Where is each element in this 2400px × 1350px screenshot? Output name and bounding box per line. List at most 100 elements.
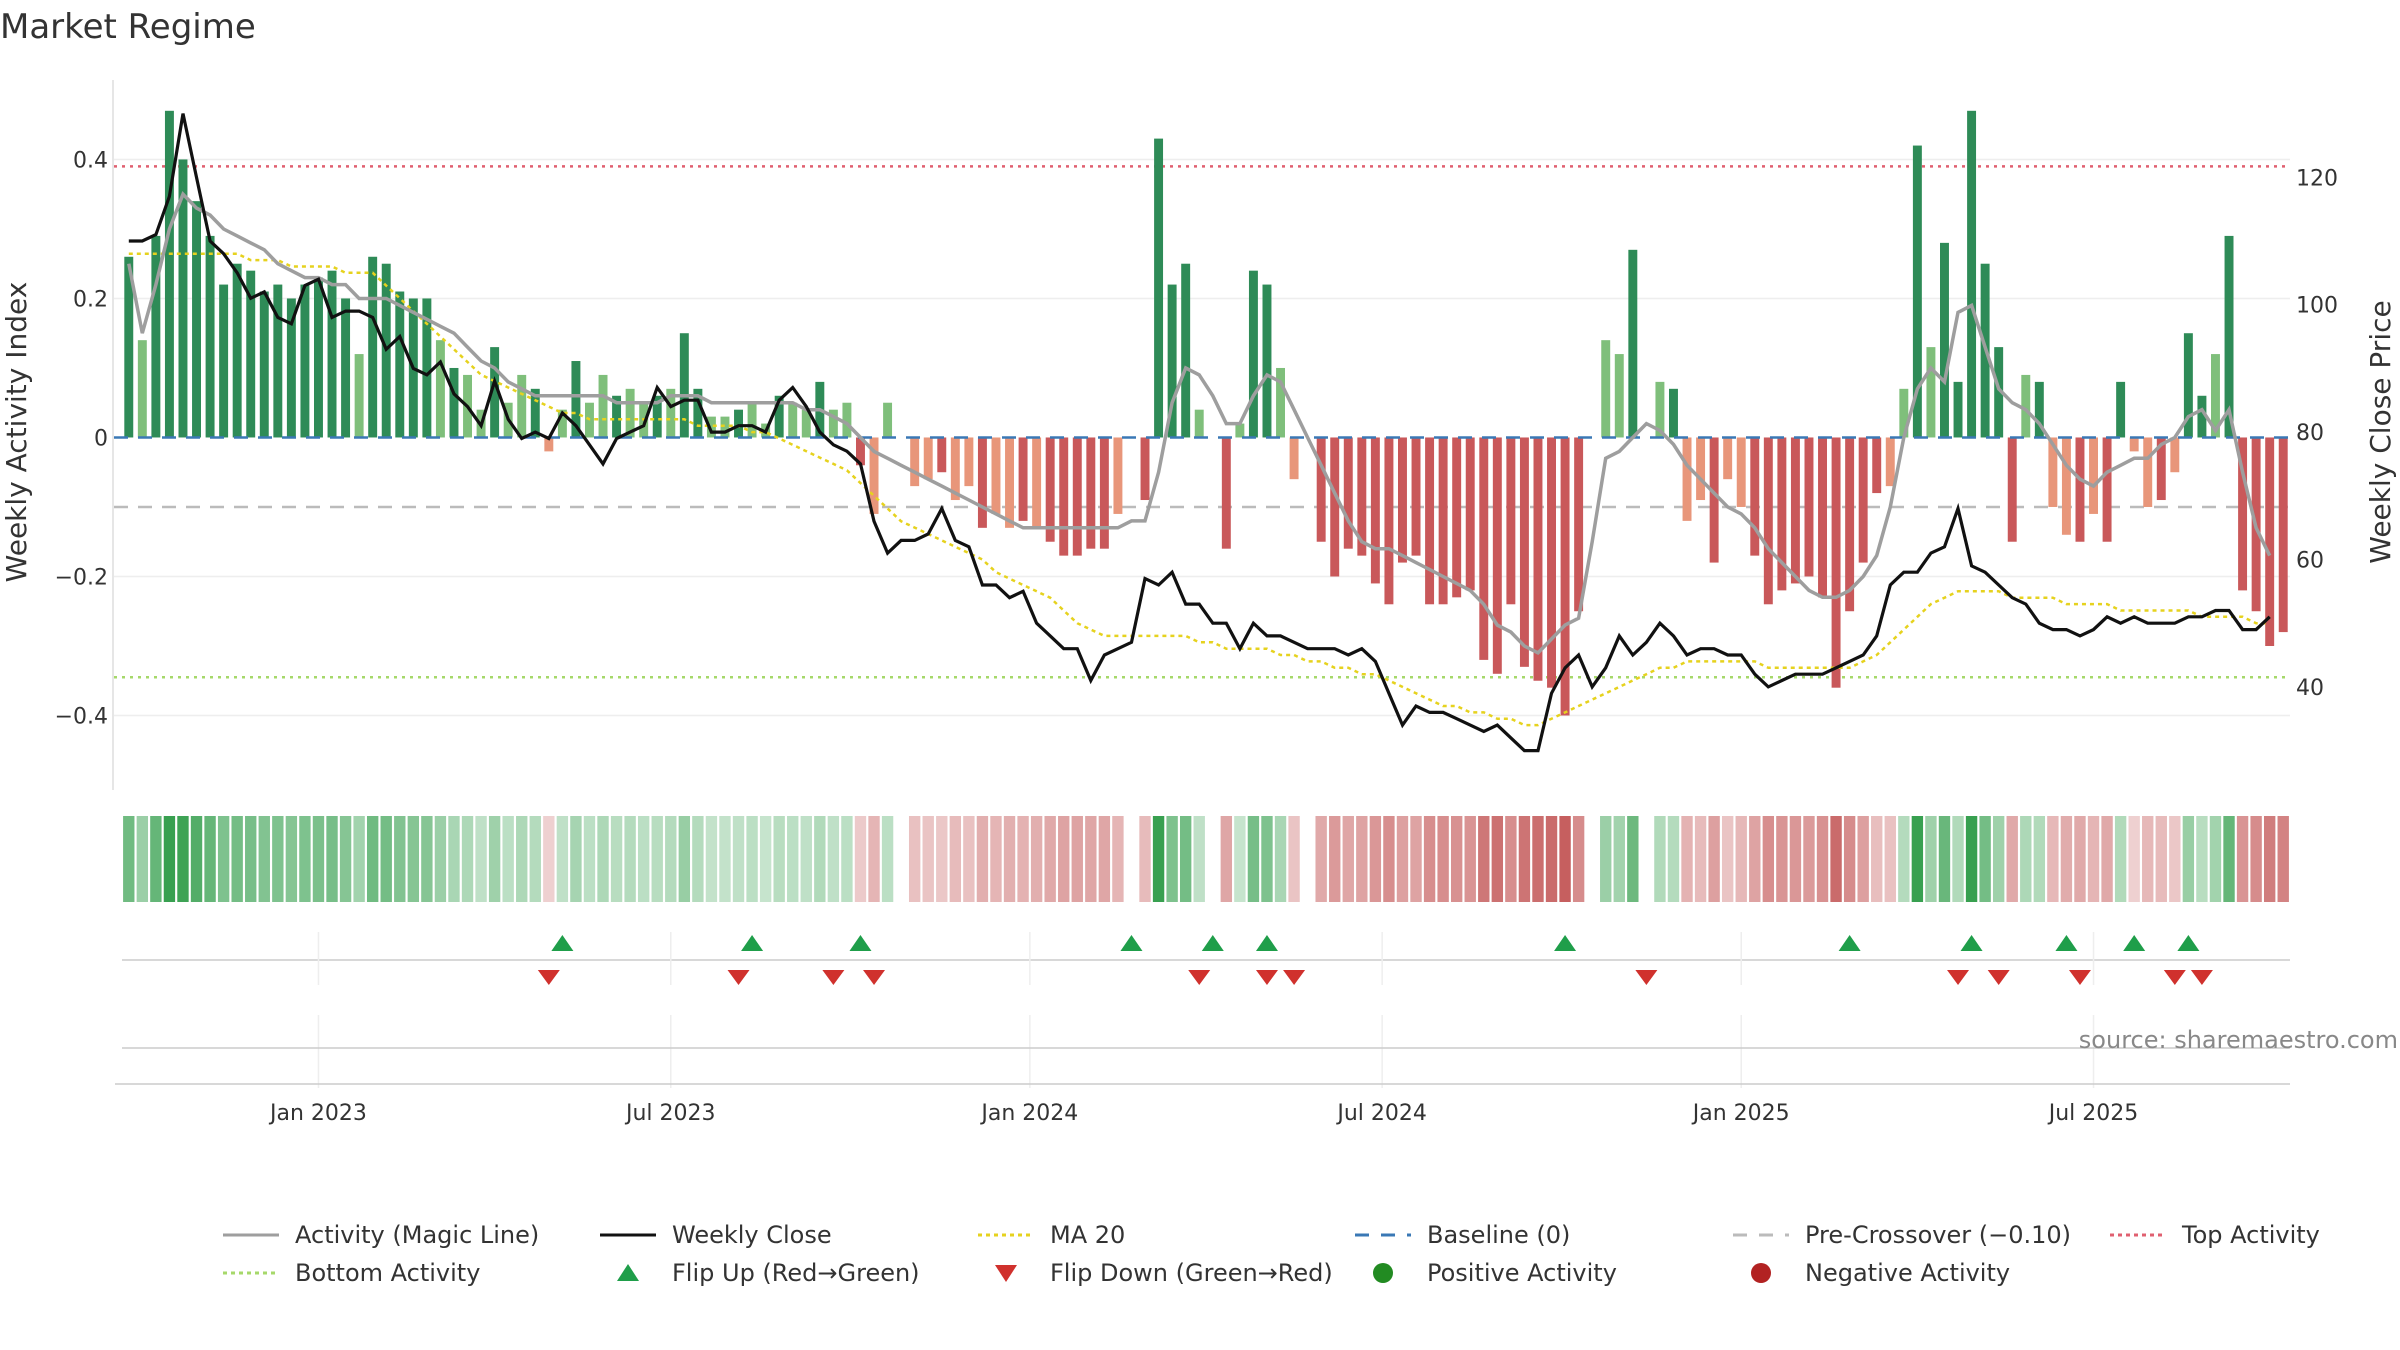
activity-bar bbox=[2156, 437, 2166, 501]
activity-bar bbox=[869, 437, 879, 514]
regime-cell bbox=[1789, 816, 1802, 902]
regime-cell bbox=[1518, 816, 1531, 902]
activity-bar bbox=[1506, 437, 1516, 605]
axes: 0.4 0.2 0 −0.2 −0.4 120 100 80 60 40 bbox=[55, 80, 2338, 790]
activity-bar bbox=[937, 437, 947, 473]
regime-cell bbox=[936, 816, 948, 902]
regime-cell bbox=[1965, 816, 1978, 902]
legend: Activity (Magic Line) Weekly Close MA 20 Ba… bbox=[223, 1221, 2320, 1287]
flip-markers bbox=[122, 932, 2290, 985]
activity-bar bbox=[1818, 437, 1827, 598]
y-tick-label: −0.2 bbox=[55, 565, 108, 590]
activity-bar bbox=[1858, 437, 1868, 563]
regime-cell bbox=[461, 816, 474, 902]
regime-cell bbox=[705, 816, 718, 902]
regime-cell bbox=[1369, 816, 1382, 902]
regime-cell bbox=[1654, 816, 1666, 902]
activity-bar bbox=[2007, 437, 2017, 542]
y-tick-label: 0 bbox=[94, 426, 108, 451]
regime-cell bbox=[177, 816, 189, 902]
activity-bars bbox=[114, 110, 2290, 716]
activity-bar bbox=[1479, 437, 1489, 660]
regime-cell bbox=[787, 816, 799, 902]
regime-cell bbox=[475, 816, 487, 902]
activity-bar bbox=[2278, 437, 2288, 633]
regime-cell bbox=[1979, 816, 1991, 902]
x-tick-label: Jan 2023 bbox=[268, 1101, 367, 1126]
activity-bar bbox=[598, 374, 608, 438]
regime-cell bbox=[1179, 816, 1192, 902]
activity-bar bbox=[1845, 437, 1855, 612]
regime-cell bbox=[339, 816, 352, 902]
activity-bar bbox=[1560, 437, 1570, 716]
regime-cell bbox=[1356, 816, 1368, 902]
y2-tick-label: 120 bbox=[2296, 166, 2338, 191]
regime-cell bbox=[1342, 816, 1354, 902]
regime-cell bbox=[908, 816, 921, 902]
regime-cell bbox=[1898, 816, 1910, 902]
regime-cell bbox=[624, 816, 636, 902]
y-tick-label: 0.2 bbox=[73, 287, 108, 312]
legend-label: Flip Up (Red→Green) bbox=[672, 1259, 920, 1287]
activity-bar bbox=[2265, 437, 2275, 646]
regime-cell bbox=[1749, 816, 1761, 902]
regime-cell bbox=[1003, 816, 1016, 902]
legend-entry: Weekly Close bbox=[600, 1221, 832, 1249]
legend-swatch bbox=[1751, 1263, 1771, 1283]
activity-bar bbox=[1953, 381, 1963, 438]
activity-bar bbox=[368, 256, 378, 438]
activity-bar bbox=[2061, 437, 2071, 535]
activity-bar bbox=[1425, 437, 1435, 605]
activity-bar bbox=[1601, 340, 1611, 438]
activity-bar bbox=[1899, 388, 1909, 438]
regime-cell bbox=[2006, 816, 2018, 902]
regime-cell bbox=[1030, 816, 1043, 902]
regime-cell bbox=[2223, 816, 2235, 902]
flip-up-marker bbox=[1255, 935, 1278, 951]
regime-cell bbox=[312, 816, 325, 902]
regime-cell bbox=[1044, 816, 1056, 902]
regime-cell bbox=[394, 816, 406, 902]
regime-cell bbox=[421, 816, 433, 902]
regime-cell bbox=[1667, 816, 1680, 902]
regime-cell bbox=[217, 816, 230, 902]
activity-bar bbox=[2102, 437, 2112, 542]
activity-bar bbox=[178, 159, 188, 438]
activity-bar bbox=[1059, 437, 1069, 556]
legend-entry: MA 20 bbox=[978, 1221, 1125, 1249]
regime-cell bbox=[2074, 816, 2086, 902]
regime-cell bbox=[2169, 816, 2181, 902]
y2-axis-label: Weekly Close Price bbox=[2364, 300, 2397, 563]
activity-bar bbox=[151, 235, 161, 438]
activity-bar bbox=[1316, 437, 1326, 542]
regime-cell bbox=[1884, 816, 1896, 902]
activity-bar bbox=[1628, 249, 1638, 438]
flip-down-marker bbox=[1255, 970, 1278, 985]
regime-cell bbox=[1423, 816, 1436, 902]
legend-label: Activity (Magic Line) bbox=[295, 1221, 539, 1249]
regime-cell bbox=[1017, 816, 1029, 902]
regime-cell bbox=[1857, 816, 1869, 902]
regime-cell bbox=[2020, 816, 2032, 902]
regime-cell bbox=[1572, 816, 1585, 902]
regime-cell bbox=[1410, 816, 1422, 902]
regime-cell bbox=[1708, 816, 1720, 902]
activity-bar bbox=[679, 333, 689, 438]
activity-bar bbox=[1682, 437, 1692, 521]
activity-bar bbox=[1696, 437, 1706, 501]
regime-cell bbox=[2196, 816, 2208, 902]
activity-bar bbox=[788, 402, 798, 438]
activity-bar bbox=[557, 409, 567, 438]
regime-cell bbox=[434, 816, 447, 902]
legend-swatch bbox=[1373, 1263, 1393, 1283]
activity-bar bbox=[1790, 437, 1800, 584]
activity-bar bbox=[1343, 437, 1353, 549]
legend-swatch bbox=[995, 1265, 1017, 1282]
y2-tick-label: 100 bbox=[2296, 294, 2338, 319]
regime-cell bbox=[1234, 816, 1246, 902]
activity-bar bbox=[449, 367, 459, 438]
regime-cell bbox=[881, 816, 894, 902]
regime-cell bbox=[231, 816, 243, 902]
x-tick-label: Jul 2025 bbox=[2047, 1101, 2139, 1126]
regime-cell bbox=[570, 816, 582, 902]
